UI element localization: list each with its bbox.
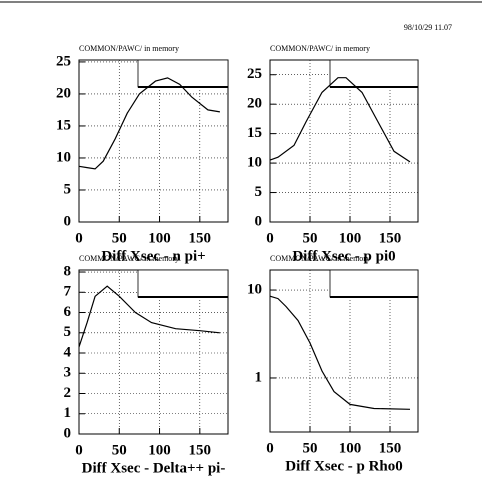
y-tick-label: 6: [64, 304, 72, 320]
data-line: [78, 77, 220, 170]
x-tick-label: 150: [379, 440, 402, 456]
x-tick-label: 50: [303, 440, 318, 456]
stats-box: [137, 269, 229, 298]
x-tick-label: 50: [112, 442, 127, 458]
stats-box: [329, 59, 419, 88]
x-tick-label: 150: [189, 230, 212, 246]
y-tick-label: 8: [64, 263, 72, 279]
y-tick-label: 20: [247, 96, 262, 112]
data-line: [269, 77, 411, 163]
y-tick-label: 1: [255, 369, 263, 385]
x-tick-label: 0: [266, 440, 274, 456]
y-tick-label: 15: [247, 125, 262, 141]
x-tick-label: 150: [189, 442, 212, 458]
y-tick-label: 5: [64, 324, 72, 340]
x-tick-label: 150: [379, 230, 402, 246]
data-line: [269, 295, 411, 410]
x-tick-label: 100: [339, 440, 362, 456]
panel-subtitle: COMMON/PAWC/ in memory: [79, 44, 179, 53]
y-tick-label: 10: [56, 149, 71, 165]
stats-box: [329, 269, 419, 298]
panel-title: Diff Xsec - n pi+: [101, 248, 205, 264]
y-tick-label: 1: [64, 405, 72, 421]
y-tick-label: 10: [247, 281, 262, 297]
x-tick-label: 0: [75, 442, 83, 458]
y-tick-label: 20: [56, 85, 71, 101]
y-tick-label: 0: [64, 213, 72, 229]
panel-subtitle: COMMON/PAWC/ in memory: [270, 254, 370, 263]
timestamp: 98/10/29 11.07: [404, 23, 452, 32]
y-tick-label: 4: [64, 344, 72, 360]
x-tick-label: 0: [266, 230, 274, 246]
data-line: [78, 285, 220, 348]
y-tick-label: 0: [255, 213, 263, 229]
y-tick-label: 25: [247, 66, 262, 82]
y-tick-label: 0: [64, 425, 72, 441]
x-tick-label: 50: [112, 230, 127, 246]
panel-title: Diff Xsec - p pi0: [292, 248, 395, 264]
y-tick-label: 2: [64, 385, 72, 401]
y-tick-label: 10: [247, 155, 262, 171]
y-tick-label: 5: [64, 181, 72, 197]
stats-box: [137, 59, 229, 88]
panel-subtitle: COMMON/PAWC/ in memory: [79, 254, 179, 263]
panel-subtitle: COMMON/PAWC/ in memory: [270, 44, 370, 53]
y-tick-label: 25: [56, 53, 71, 69]
x-tick-label: 100: [148, 442, 171, 458]
x-tick-label: 100: [148, 230, 171, 246]
y-tick-label: 3: [64, 365, 72, 381]
y-tick-label: 15: [56, 117, 71, 133]
x-tick-label: 100: [339, 230, 362, 246]
x-tick-label: 50: [303, 230, 318, 246]
x-tick-label: 0: [75, 230, 83, 246]
y-tick-label: 5: [255, 184, 263, 200]
panel-title: Diff Xsec - p Rho0: [285, 458, 403, 474]
y-tick-label: 7: [64, 284, 72, 300]
panel-title: Diff Xsec - Delta++ pi-: [82, 460, 226, 476]
